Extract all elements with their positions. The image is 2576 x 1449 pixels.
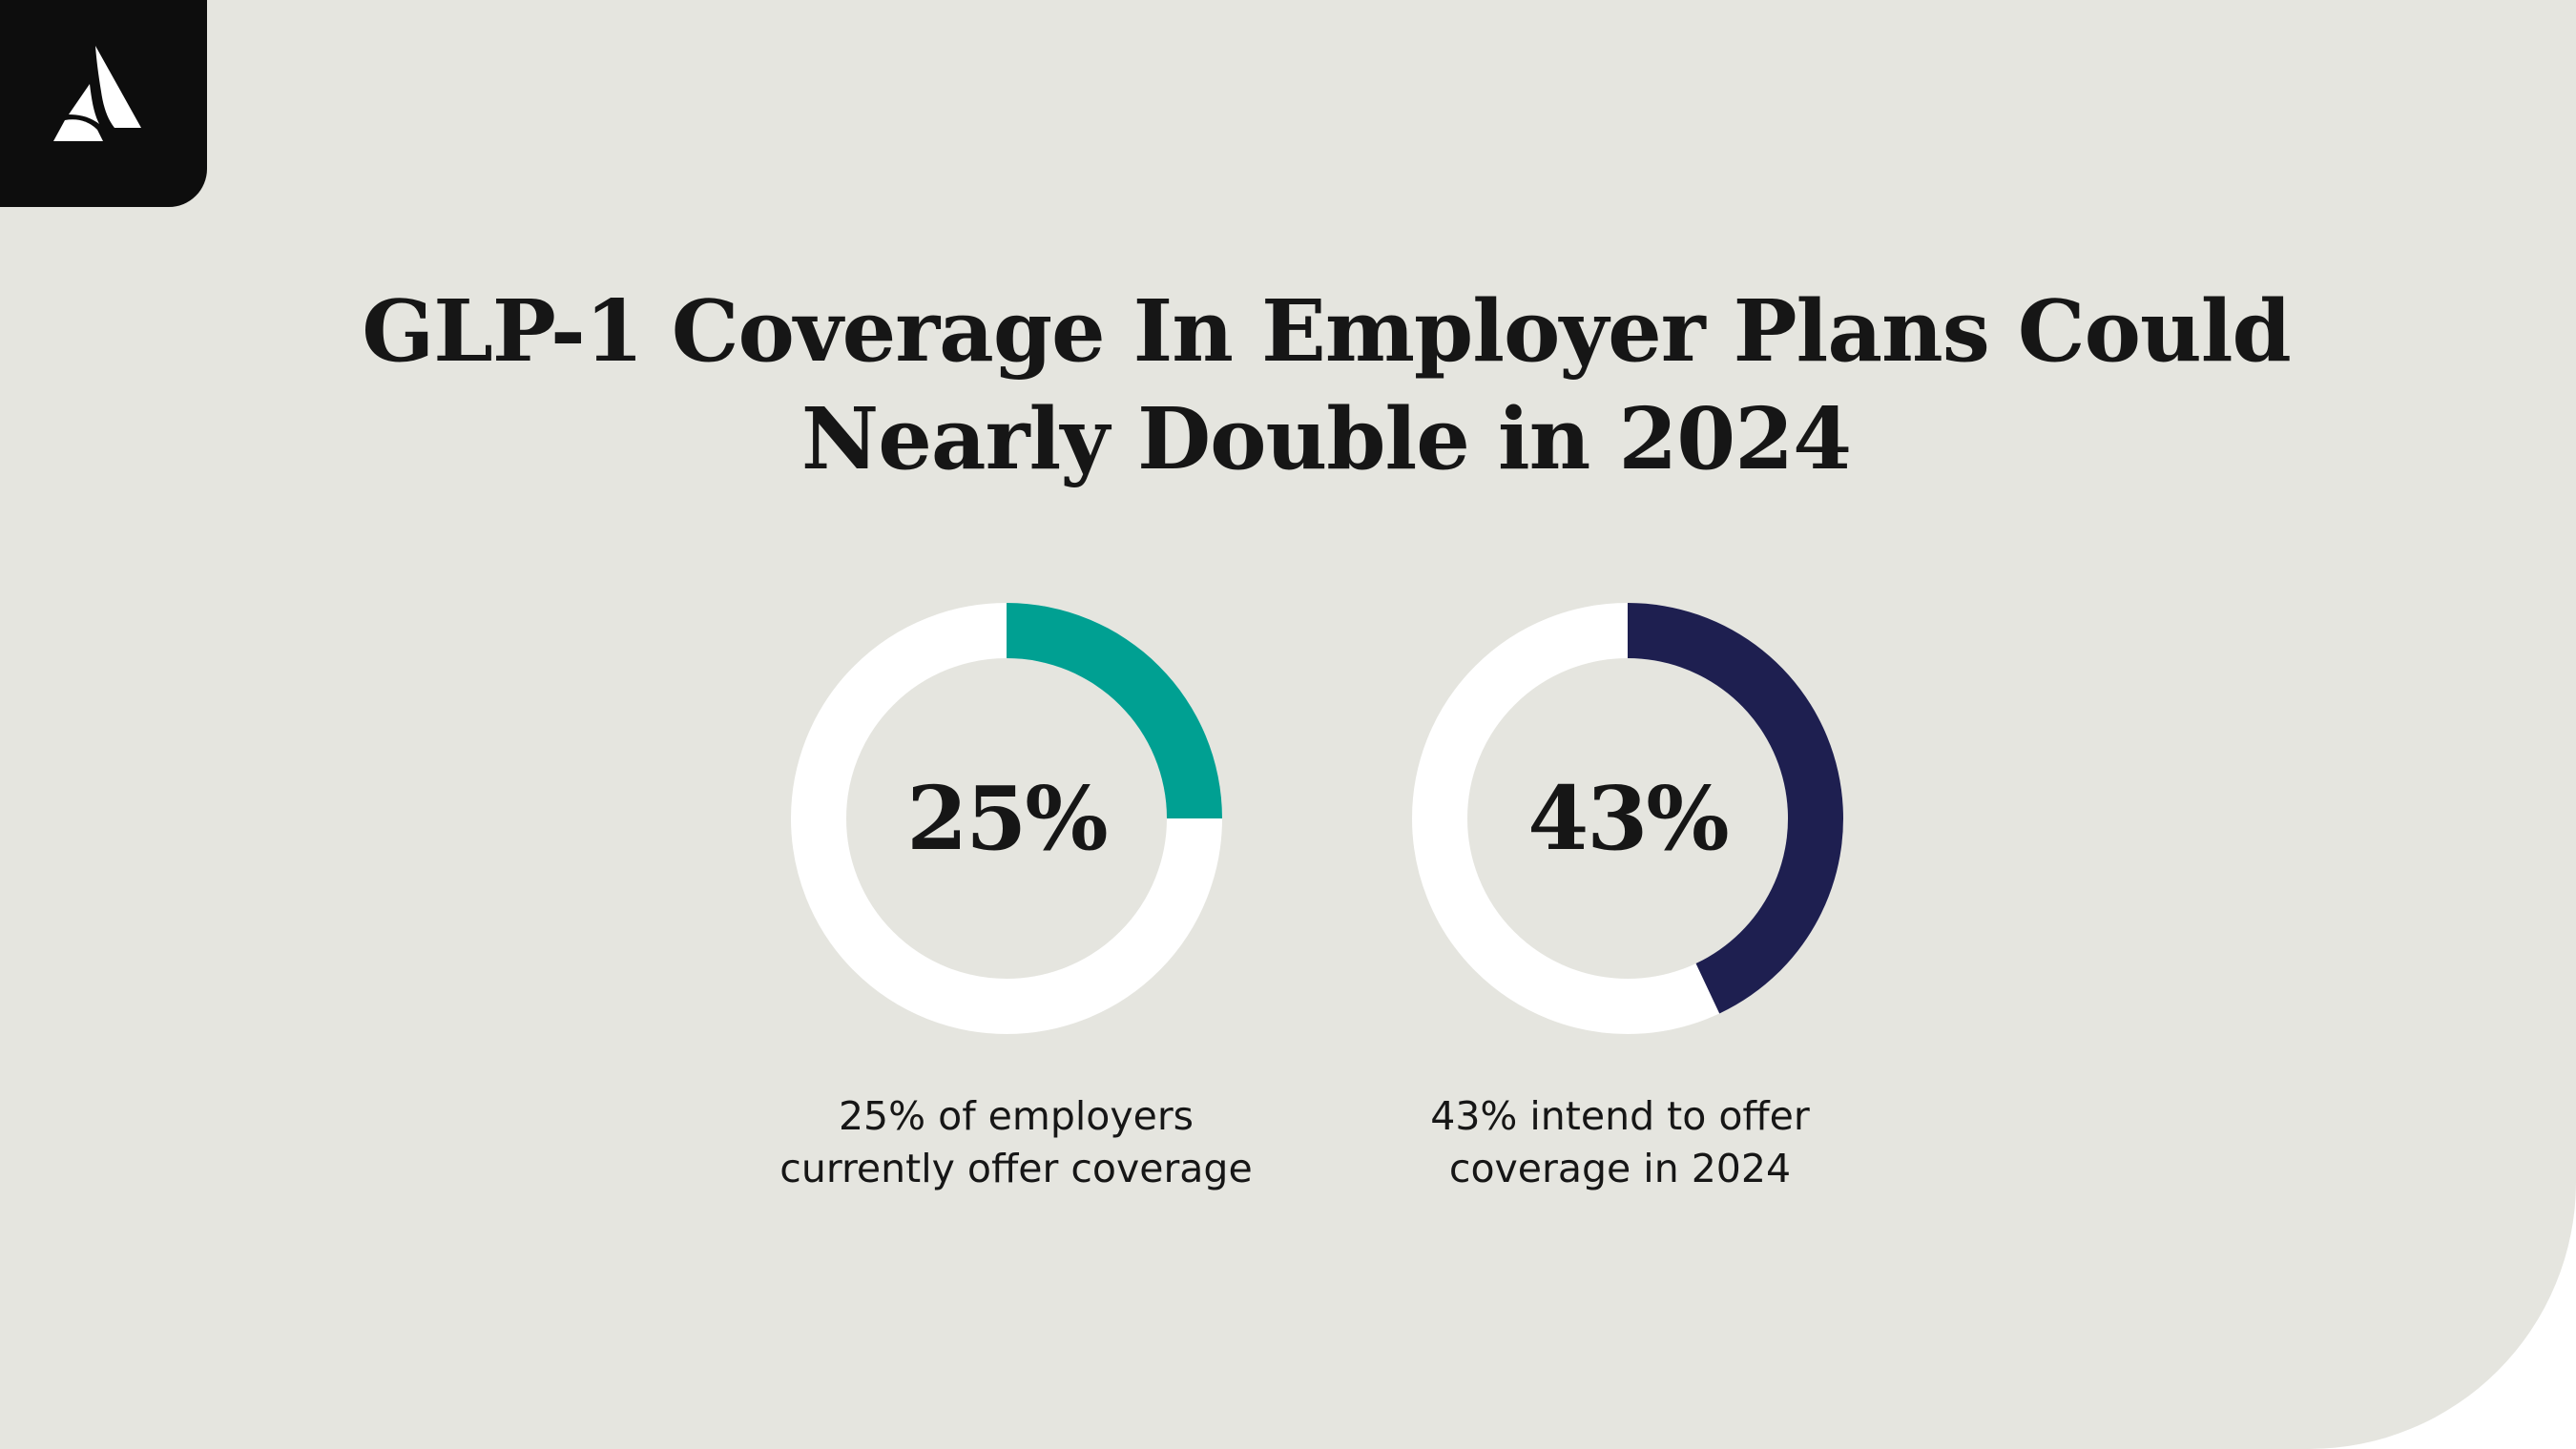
chart-title: GLP-1 Coverage In Employer Plans Could N…: [0, 277, 2576, 492]
caption-intended-line-1: 43% intend to offer: [1430, 1093, 1810, 1139]
caption-intended-coverage: 43% intend to offer coverage in 2024: [1324, 1090, 1916, 1195]
chart-title-line-2: Nearly Double in 2024: [800, 388, 1852, 488]
donut-svg-intended: [1412, 603, 1843, 1034]
caption-intended-line-2: coverage in 2024: [1448, 1146, 1792, 1191]
chart-title-line-1: GLP-1 Coverage In Employer Plans Could: [362, 280, 2292, 381]
brand-logo: [0, 0, 207, 207]
donut-chart-intended-coverage: 43%: [1408, 599, 1847, 1038]
caption-current-line-2: currently offer coverage: [779, 1146, 1253, 1191]
leaf-triangle-logo-icon: [53, 46, 141, 141]
donut-chart-current-coverage: 25%: [787, 599, 1226, 1038]
caption-current-coverage: 25% of employers currently offer coverag…: [720, 1090, 1312, 1195]
donut-value-segment-43: [1628, 603, 1843, 1014]
donut-value-label-intended: 43%: [1527, 767, 1729, 870]
donut-value-segment-25: [1007, 603, 1222, 818]
donut-value-label-current: 25%: [906, 767, 1108, 870]
caption-current-line-1: 25% of employers: [838, 1093, 1195, 1139]
donut-svg-current: [791, 603, 1222, 1034]
